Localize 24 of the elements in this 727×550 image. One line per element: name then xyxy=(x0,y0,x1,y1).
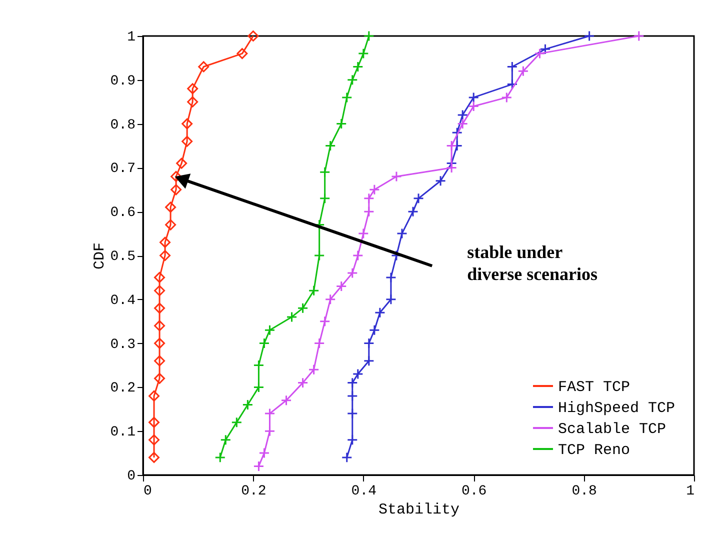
x-tick-label: 0.2 xyxy=(241,484,266,500)
x-tick-label: 0.6 xyxy=(461,484,487,500)
y-tick-label: 0.2 xyxy=(110,380,136,397)
y-tick-label: 0 xyxy=(127,468,136,484)
y-tick-label: 0.9 xyxy=(110,73,136,90)
x-tick-label: 0 xyxy=(144,484,152,500)
x-tick-label: 0.4 xyxy=(351,484,377,500)
x-tick-label: 1 xyxy=(686,484,694,500)
y-tick-label: 0.1 xyxy=(110,424,136,441)
legend-label: HighSpeed TCP xyxy=(558,400,676,417)
x-tick-label: 0.8 xyxy=(572,484,597,500)
y-tick-label: 1 xyxy=(127,30,136,46)
y-axis-title: CDF xyxy=(91,242,108,270)
annotation: stable under diverse scenarios xyxy=(467,242,598,284)
y-tick-label: 0.3 xyxy=(110,336,136,353)
y-tick-label: 0.5 xyxy=(110,249,136,265)
y-tick-label: 0.4 xyxy=(110,292,136,309)
legend-label: TCP Reno xyxy=(558,442,630,459)
legend-label: FAST TCP xyxy=(558,379,630,396)
y-tick-label: 0.6 xyxy=(110,205,136,222)
x-axis-title: Stability xyxy=(378,502,460,518)
y-tick-label: 0.7 xyxy=(110,161,136,178)
y-tick-label: 0.8 xyxy=(110,117,136,134)
legend-label: Scalable TCP xyxy=(558,421,666,438)
